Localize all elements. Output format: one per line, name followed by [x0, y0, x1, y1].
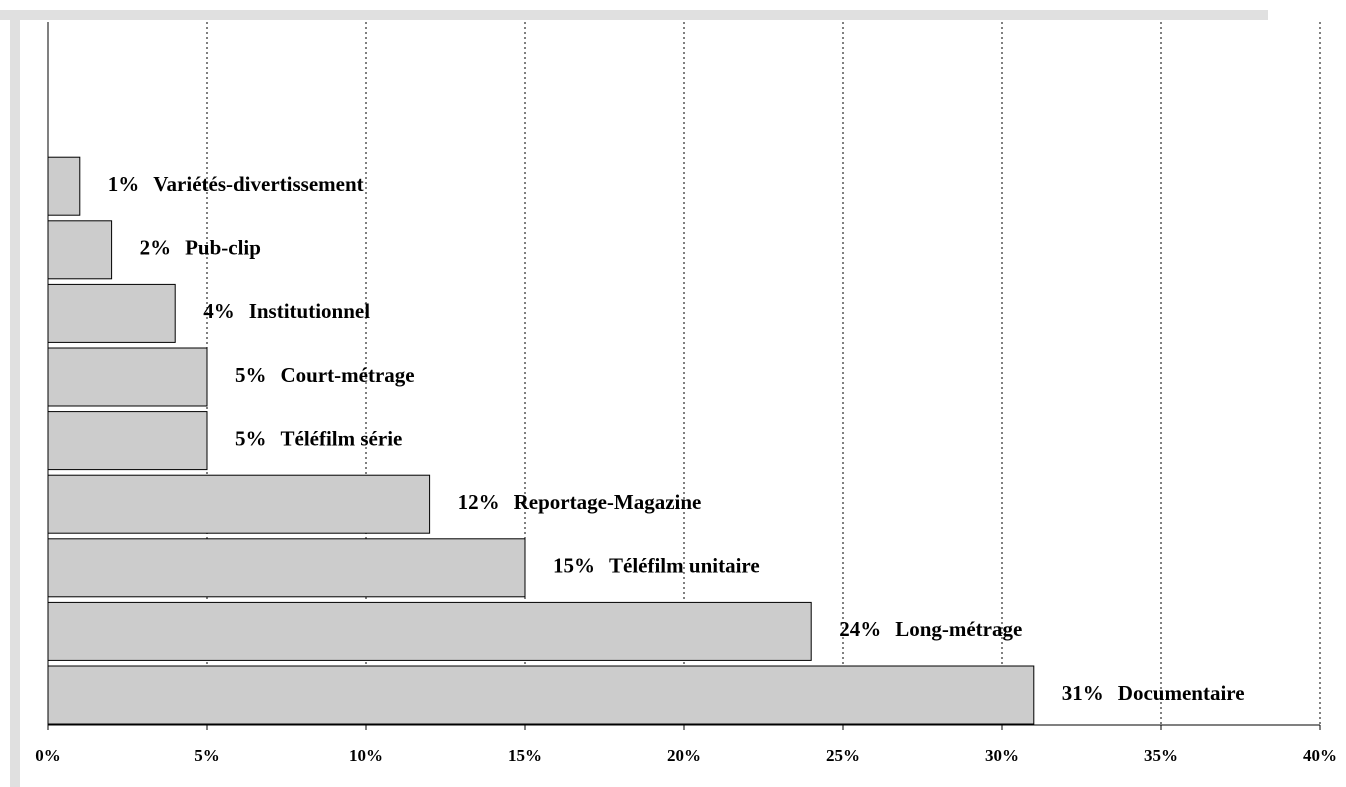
value-label: 1% [108, 172, 140, 196]
bar [47, 347, 208, 407]
x-tick-label: 30% [985, 746, 1019, 765]
x-tick-label: 25% [826, 746, 860, 765]
category-label: Documentaire [1118, 681, 1245, 705]
category-label: Court-métrage [281, 363, 415, 387]
x-tick-label: 0% [35, 746, 61, 765]
value-label: 24% [839, 617, 881, 641]
bar [47, 474, 431, 534]
category-label: Téléfilm unitaire [609, 554, 760, 578]
bar [47, 283, 176, 343]
bar [47, 601, 812, 661]
bar [47, 665, 1035, 725]
value-label: 15% [553, 554, 595, 578]
x-tick-label: 15% [508, 746, 542, 765]
value-label: 5% [235, 426, 267, 450]
value-label: 5% [235, 363, 267, 387]
frame-left [10, 10, 20, 787]
bar [47, 411, 208, 471]
bar [47, 538, 526, 598]
value-label: 31% [1062, 681, 1104, 705]
bar [47, 220, 113, 280]
category-label: Reportage-Magazine [514, 490, 702, 514]
x-tick-label: 5% [194, 746, 220, 765]
value-label: 2% [140, 236, 172, 260]
category-label: Téléfilm série [281, 426, 403, 450]
bar [47, 156, 81, 216]
category-label: Pub-clip [185, 236, 261, 260]
x-tick-label: 35% [1144, 746, 1178, 765]
x-tick-label: 20% [667, 746, 701, 765]
value-label: 4% [203, 299, 235, 323]
x-tick-label: 10% [349, 746, 383, 765]
frame-top [0, 10, 1268, 20]
x-tick-label: 40% [1303, 746, 1337, 765]
category-label: Variétés-divertissement [153, 172, 363, 196]
category-label: Long-métrage [895, 617, 1022, 641]
value-label: 12% [458, 490, 500, 514]
category-label: Institutionnel [249, 299, 371, 323]
